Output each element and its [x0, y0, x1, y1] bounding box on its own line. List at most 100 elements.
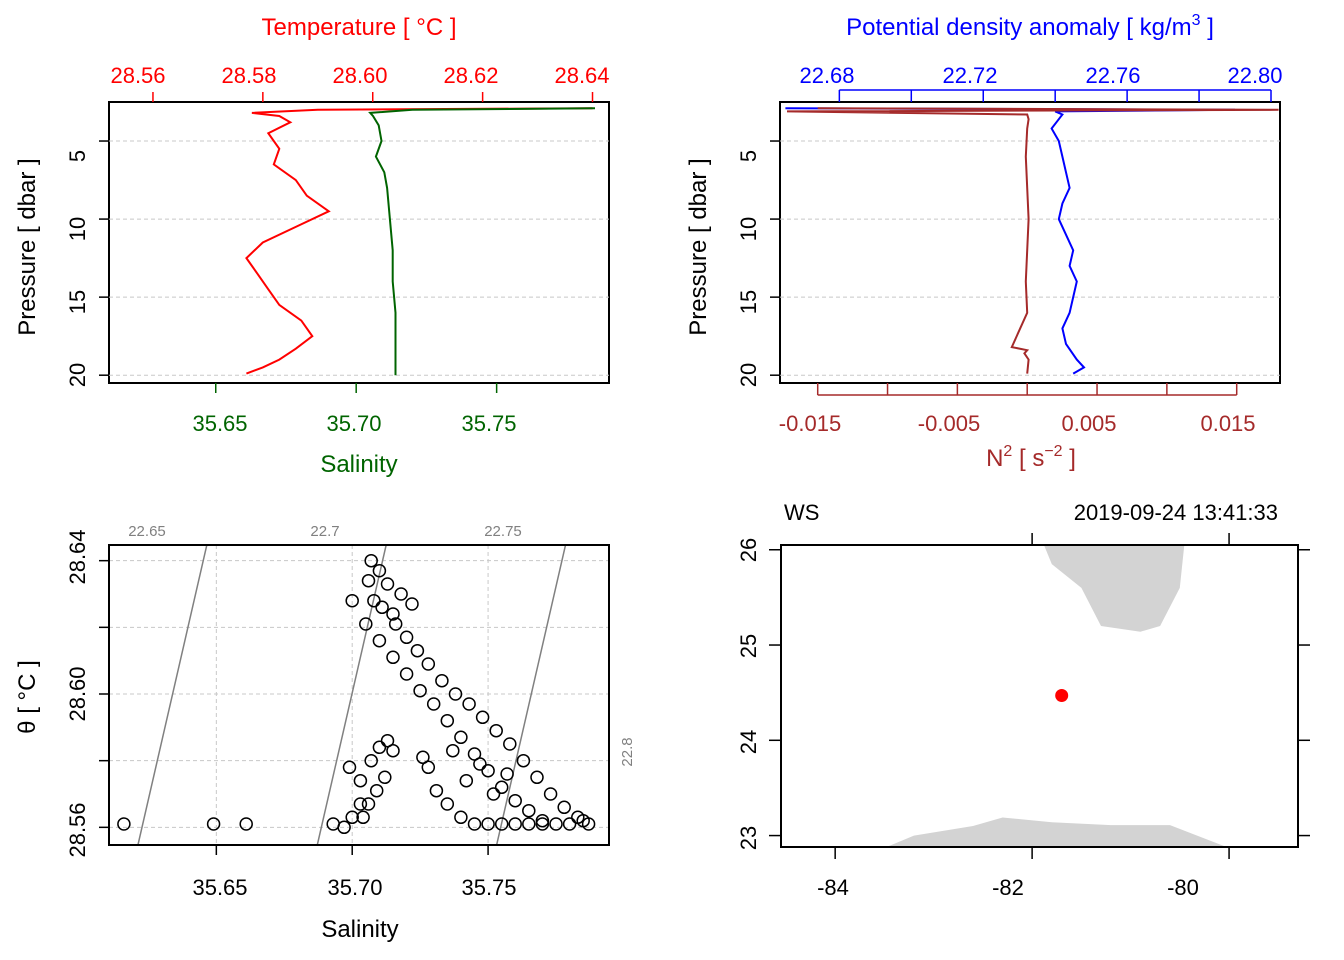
ts-point — [576, 813, 590, 828]
isopycnal-line — [496, 546, 567, 844]
density-title-end: ] — [1201, 14, 1214, 41]
latitude-tick-label: 24 — [736, 730, 761, 754]
ts-point — [386, 607, 400, 621]
ts-point — [459, 773, 474, 788]
station-time-label: 2019-09-24 13:41:33 — [1074, 500, 1278, 525]
isopycnal-label: 22.75 — [484, 523, 522, 540]
pressure-tick-label: 20 — [736, 363, 761, 387]
ts-point — [361, 797, 376, 811]
ts-point — [405, 597, 419, 611]
ts-point — [372, 740, 387, 755]
isopycnal-label: 22.7 — [310, 523, 339, 540]
ts-point — [372, 563, 387, 578]
n2-tick-label: 0.005 — [1061, 411, 1116, 436]
ts-point — [454, 810, 468, 825]
ts-point — [367, 593, 381, 608]
panel3-ticks — [99, 559, 489, 855]
panel2-frame — [779, 101, 1281, 384]
longitude-tick-label: -84 — [817, 875, 849, 900]
ts-theta-tick-label: 28.60 — [65, 666, 90, 721]
ts-point — [380, 733, 395, 748]
n2-axis-title: N2 [ s−2 ] — [986, 443, 1076, 472]
pressure-tick-label: 20 — [65, 363, 90, 387]
panel4-frame — [780, 544, 1299, 848]
pressure-axis-title-p1: Pressure [ dbar ] — [14, 158, 41, 335]
station-name-label: WS — [784, 500, 819, 525]
ts-point — [426, 697, 441, 711]
ts-point — [353, 797, 368, 811]
ts-theta-tick-label: 28.56 — [65, 802, 90, 857]
ts-point — [386, 743, 400, 758]
n2-title-mid: [ s — [1012, 445, 1044, 472]
station-point — [1055, 689, 1069, 702]
pressure-tick-label: 10 — [65, 217, 90, 241]
density-title-sup: 3 — [1192, 12, 1201, 29]
pressure-tick-label: 15 — [65, 290, 90, 314]
ts-point — [530, 770, 544, 785]
ts-point — [440, 713, 455, 728]
ts-points — [117, 553, 596, 835]
n2-title-base: N — [986, 445, 1003, 472]
ts-point — [486, 787, 501, 801]
ts-point — [326, 817, 340, 831]
ts-point — [549, 817, 563, 831]
coastline-north — [1044, 546, 1185, 632]
ts-point — [503, 737, 517, 751]
ts-point — [516, 753, 531, 768]
panel3-grid — [109, 545, 609, 845]
ts-salinity-tick-label: 35.70 — [327, 875, 382, 900]
ts-point — [543, 787, 558, 801]
ts-point — [399, 667, 414, 681]
longitude-tick-label: -82 — [992, 875, 1024, 900]
temp-tick-label: 28.60 — [332, 63, 387, 88]
ts-point — [369, 783, 384, 798]
ts-point — [557, 800, 571, 815]
ts-point — [239, 817, 253, 831]
isopycnal-label: 22.65 — [128, 523, 166, 540]
ts-point — [448, 687, 463, 701]
panel4-ticks — [769, 533, 1310, 859]
ts-point — [500, 767, 514, 781]
ts-point — [508, 793, 522, 808]
ts-point — [522, 817, 536, 831]
panel2-grid — [780, 140, 1280, 376]
density-axis-title: Potential density anomaly [ kg/m3 ] — [846, 12, 1214, 41]
n2-tick-label: 0.015 — [1200, 411, 1255, 436]
ts-point — [421, 657, 436, 671]
ts-point — [359, 617, 373, 631]
panel-density-n2: Potential density anomaly [ kg/m3 ] N2 [… — [685, 12, 1283, 472]
density-tick-label: 22.76 — [1085, 63, 1140, 88]
ts-point — [378, 770, 392, 785]
pressure-tick-label: 15 — [736, 290, 761, 314]
ts-point — [416, 750, 430, 765]
n2-title-end: ] — [1063, 445, 1076, 472]
isopycnal-line — [137, 546, 208, 844]
ts-point — [345, 593, 359, 608]
density-tick-label: 22.80 — [1227, 63, 1282, 88]
panel-station-map: WS 2019-09-24 13:41:33 -84 -82 -80 23 24… — [736, 500, 1310, 900]
ts-point — [337, 820, 351, 835]
temp-tick-label: 28.64 — [554, 63, 609, 88]
ts-point — [562, 817, 577, 831]
panel1-grid — [109, 140, 609, 376]
panel3-frame — [108, 544, 610, 846]
coastline — [886, 546, 1227, 847]
latitude-tick-label: 23 — [736, 826, 761, 850]
latitude-tick-label: 26 — [736, 538, 761, 562]
ts-point — [342, 760, 357, 775]
panel2-series — [785, 107, 1279, 375]
temp-tick-label: 28.62 — [443, 63, 498, 88]
pressure-axis-title-p2: Pressure [ dbar ] — [685, 158, 712, 335]
ts-point — [481, 817, 495, 831]
ts-point — [206, 817, 221, 831]
isopycnal-line — [316, 546, 387, 844]
isopycnal-line — [668, 512, 752, 879]
panel2-ticks — [770, 89, 1272, 396]
ts-point — [356, 810, 370, 825]
ts-point — [475, 710, 490, 725]
temperature-axis-title: Temperature [ °C ] — [262, 14, 457, 41]
panel1-series — [245, 107, 596, 376]
ts-point — [353, 773, 368, 788]
salinity-profile-line — [368, 107, 596, 376]
density-title-text: Potential density anomaly [ kg/m — [846, 14, 1192, 41]
